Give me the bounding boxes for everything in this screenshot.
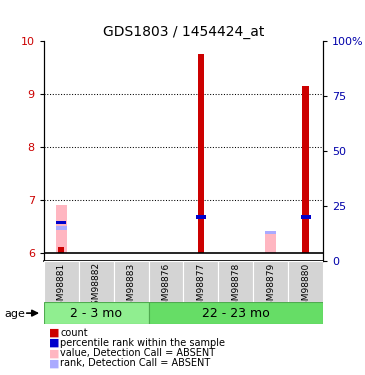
FancyBboxPatch shape [183,261,218,302]
Text: ■: ■ [49,348,60,358]
Text: GSM98878: GSM98878 [231,262,240,312]
Text: count: count [60,328,88,338]
Text: ■: ■ [49,338,60,348]
Bar [265,231,276,253]
FancyBboxPatch shape [114,261,149,302]
FancyBboxPatch shape [253,261,288,302]
FancyBboxPatch shape [44,302,149,324]
Bar [196,215,206,219]
FancyBboxPatch shape [149,261,183,302]
Text: age: age [4,309,25,319]
Title: GDS1803 / 1454424_at: GDS1803 / 1454424_at [103,25,264,39]
Bar [265,231,276,234]
Bar [56,221,66,224]
Text: ■: ■ [49,328,60,338]
Bar [303,86,309,253]
FancyBboxPatch shape [288,261,323,302]
Text: 2 - 3 mo: 2 - 3 mo [70,307,122,320]
Text: 22 - 23 mo: 22 - 23 mo [202,307,270,320]
FancyBboxPatch shape [44,261,79,302]
Text: GSM98876: GSM98876 [161,262,170,312]
Text: GSM98882: GSM98882 [92,262,101,311]
Text: percentile rank within the sample: percentile rank within the sample [60,338,225,348]
Text: GSM98883: GSM98883 [127,262,135,312]
Text: ■: ■ [49,358,60,368]
Text: GSM98880: GSM98880 [301,262,310,312]
Bar [300,215,311,219]
Bar [58,248,64,253]
Bar [56,226,67,230]
Text: value, Detection Call = ABSENT: value, Detection Call = ABSENT [60,348,215,358]
Text: GSM98879: GSM98879 [266,262,275,312]
Bar [198,54,204,253]
FancyBboxPatch shape [79,261,114,302]
Text: GSM98881: GSM98881 [57,262,66,312]
FancyBboxPatch shape [149,302,323,324]
Text: GSM98877: GSM98877 [196,262,205,312]
Bar [56,205,67,253]
Text: rank, Detection Call = ABSENT: rank, Detection Call = ABSENT [60,358,211,368]
FancyBboxPatch shape [218,261,253,302]
